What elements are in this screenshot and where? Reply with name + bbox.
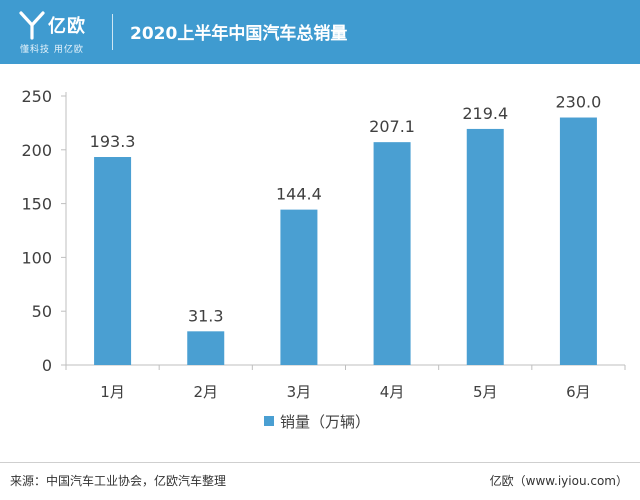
x-tick-label: 6月 (566, 383, 591, 401)
brand-logo[interactable]: 亿欧 懂科技 用亿欧 (18, 8, 110, 56)
y-tick-label: 250 (21, 87, 52, 106)
data-label: 193.3 (90, 132, 136, 151)
y-tick-label: 50 (32, 302, 52, 321)
data-label: 31.3 (188, 306, 224, 325)
legend-swatch (264, 416, 274, 426)
bar-1[interactable] (94, 157, 132, 365)
y-tick-label: 200 (21, 141, 52, 160)
footer-source: 来源：中国汽车工业协会，亿欧汽车整理 (10, 474, 227, 488)
data-label: 219.4 (462, 104, 508, 123)
x-tick-label: 1月 (100, 383, 125, 401)
data-label: 144.4 (276, 185, 322, 204)
brand-name: 亿欧 (48, 16, 86, 37)
brand-slogan: 懂科技 用亿欧 (20, 45, 84, 55)
y-tick-label: 100 (21, 248, 52, 267)
x-tick-label: 5月 (473, 383, 498, 401)
y-logo-icon (19, 11, 45, 40)
bar-4[interactable] (373, 142, 411, 365)
legend-label: 销量（万辆） (280, 413, 370, 431)
bar-5[interactable] (466, 128, 504, 365)
data-label: 230.0 (556, 93, 602, 112)
data-label: 207.1 (369, 117, 415, 136)
bar-2[interactable] (187, 331, 225, 365)
y-tick-label: 0 (42, 356, 52, 375)
bar-6[interactable] (559, 117, 597, 365)
header-divider (112, 14, 113, 50)
footer-divider (0, 462, 640, 463)
page-title: 2020上半年中国汽车总销量 (130, 24, 348, 44)
x-tick-label: 2月 (193, 383, 218, 401)
y-tick-label: 150 (21, 195, 52, 214)
bar-3[interactable] (280, 209, 318, 365)
header-bar: 亿欧 懂科技 用亿欧 2020上半年中国汽车总销量 (0, 0, 640, 64)
footer-brand: 亿欧（www.iyiou.com） (489, 474, 628, 488)
x-tick-label: 4月 (380, 383, 405, 401)
x-tick-label: 3月 (287, 383, 312, 401)
sales-bar-chart: 0 50 100 150 200 250 193.3 1月 31.3 2月 144.4 3月 207.1… (21, 87, 626, 431)
